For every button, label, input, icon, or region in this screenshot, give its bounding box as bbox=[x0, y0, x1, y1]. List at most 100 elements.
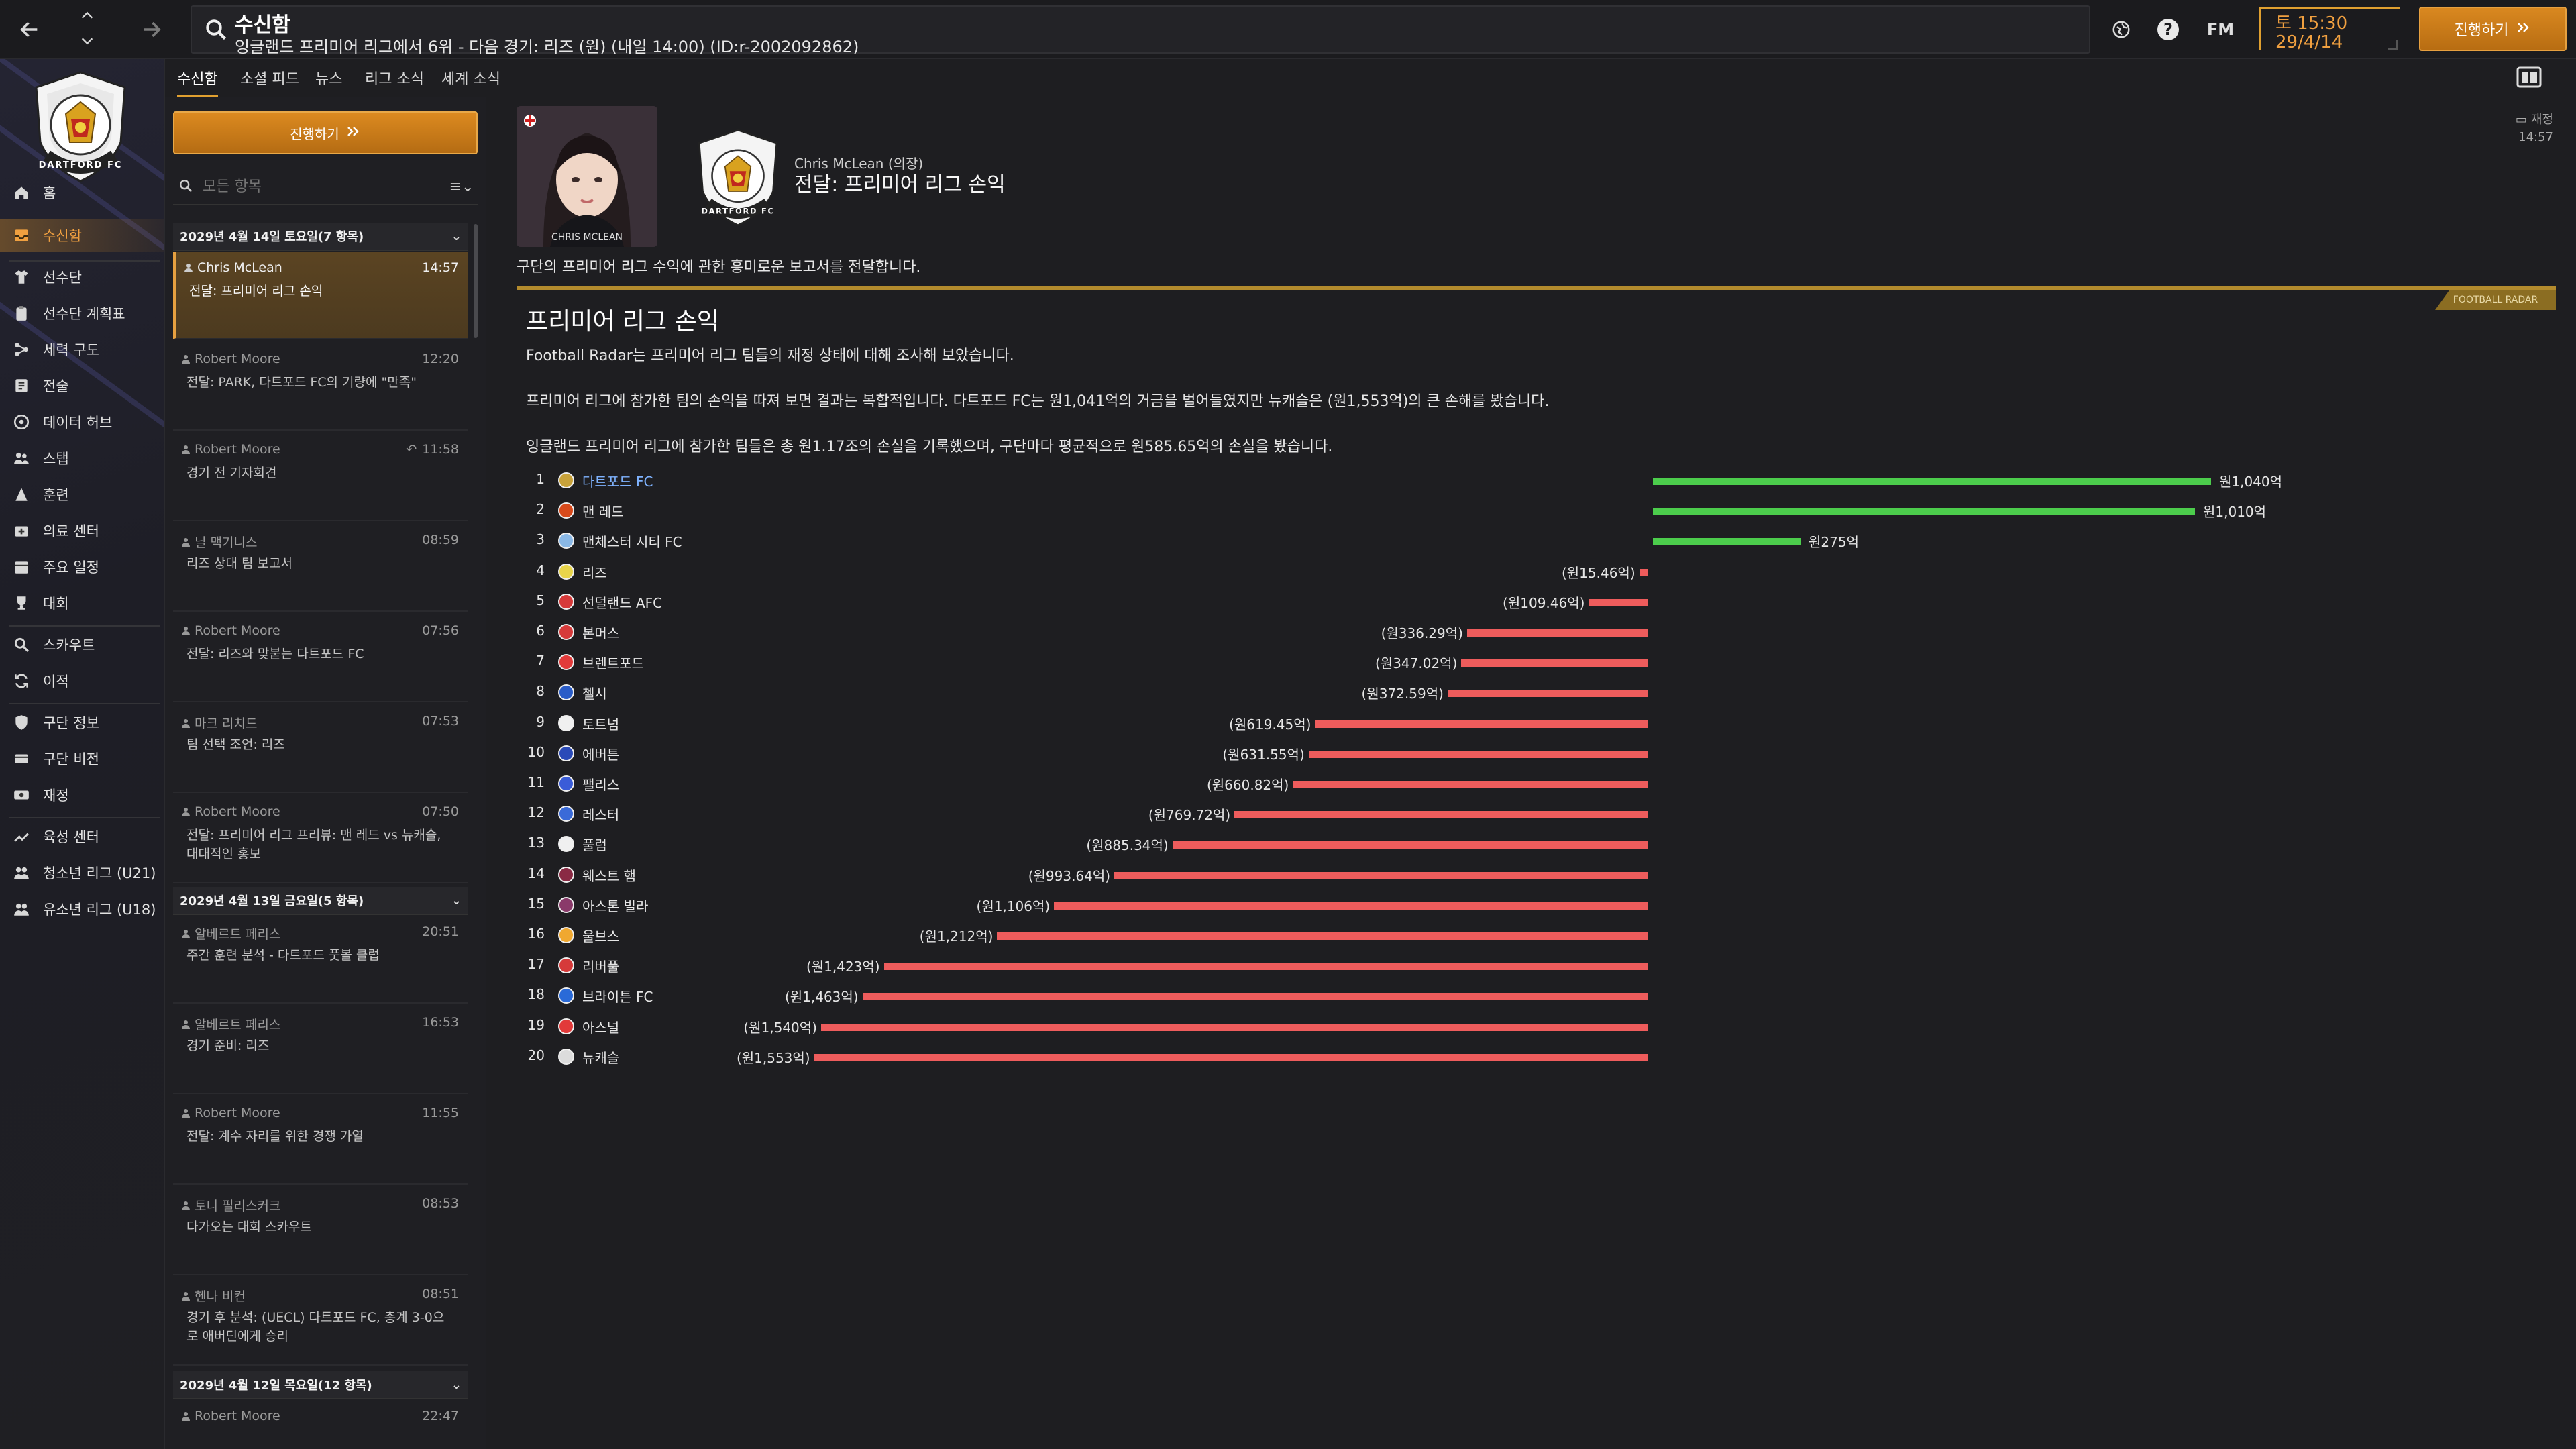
message-sender-role[interactable]: Chris McLean (의장) bbox=[794, 156, 924, 172]
chevron-up-icon[interactable] bbox=[67, 5, 107, 25]
team-name[interactable]: 팰리스 bbox=[582, 777, 620, 793]
chevron-down-icon[interactable] bbox=[67, 31, 107, 51]
club-crest-logo[interactable]: DARTFORD FC bbox=[27, 67, 134, 185]
team-name[interactable]: 맨체스터 시티 FC bbox=[582, 534, 682, 551]
search-bar[interactable]: 수신함 잉글랜드 프리미어 리그에서 6위 - 다음 경기: 리즈 (원) (내… bbox=[191, 5, 2090, 56]
back-arrow-icon[interactable] bbox=[9, 11, 50, 48]
inbox-message[interactable]: 마크 리치드 07:53 팀 선택 조언: 리즈 bbox=[173, 706, 468, 793]
sidebar-item-squad-planner[interactable]: 선수단 계획표 bbox=[0, 297, 164, 330]
date-group-header[interactable]: 2029년 4월 12일 목요일(12 항목) ⌄ bbox=[173, 1371, 468, 1399]
fm-menu-button[interactable]: FM bbox=[2206, 20, 2235, 39]
tab-world-news[interactable]: 세계 소식 bbox=[441, 71, 500, 88]
layout-toggle-icon[interactable] bbox=[2516, 66, 2542, 91]
tab-social-feed[interactable]: 소셜 피드 bbox=[240, 71, 299, 88]
inbox-message[interactable]: 헨나 비컨 08:51 경기 후 분석: (UECL) 다트포드 FC, 총계 … bbox=[173, 1279, 468, 1366]
inbox-message[interactable]: Robert Moore ↶ 11:58 경기 전 기자회견 bbox=[173, 434, 468, 521]
chart-row[interactable]: 18 브라이튼 FC (원1,463억) bbox=[526, 979, 2538, 1010]
sidebar-item-club-vision[interactable]: 구단 비전 bbox=[0, 742, 164, 775]
help-icon[interactable]: ? bbox=[2157, 19, 2179, 40]
sidebar-item-home[interactable]: 홈 bbox=[0, 176, 164, 209]
inbox-message[interactable]: Robert Moore 12:20 전달: PARK, 다트포드 FC의 기량… bbox=[173, 343, 468, 431]
team-name[interactable]: 풀럼 bbox=[582, 837, 607, 854]
sidebar-item-scouting[interactable]: 스카우트 bbox=[0, 628, 164, 661]
sidebar-item-club-info[interactable]: 구단 정보 bbox=[0, 706, 164, 739]
inbox-message[interactable]: Robert Moore 22:47 bbox=[173, 1401, 468, 1449]
sidebar-item-tactics[interactable]: 전술 bbox=[0, 369, 164, 402]
inbox-message[interactable]: 닐 맥기니스 08:59 리즈 상대 팀 보고서 bbox=[173, 525, 468, 612]
team-name[interactable]: 토트넘 bbox=[582, 716, 620, 733]
game-date[interactable]: 29/4/14 bbox=[2275, 32, 2343, 52]
team-name[interactable]: 리버풀 bbox=[582, 959, 620, 975]
tab-inbox[interactable]: 수신함 bbox=[177, 67, 218, 97]
team-name[interactable]: 첼시 bbox=[582, 686, 607, 702]
continue-button[interactable]: 진행하기 bbox=[2419, 7, 2567, 51]
team-name[interactable]: 아스톤 빌라 bbox=[582, 898, 649, 914]
sidebar-item-u18[interactable]: 유소년 리그 (U18) bbox=[0, 892, 164, 926]
sender-portrait[interactable]: CHRIS MCLEAN bbox=[517, 106, 657, 247]
team-name[interactable]: 선덜랜드 AFC bbox=[582, 594, 663, 611]
sidebar-item-competitions[interactable]: 대회 bbox=[0, 586, 164, 620]
team-name[interactable]: 아스널 bbox=[582, 1019, 620, 1036]
sidebar-item-dynamics[interactable]: 세력 구도 bbox=[0, 333, 164, 366]
filter-menu-icon[interactable]: ≡⌄ bbox=[449, 178, 474, 195]
chart-row[interactable]: 5 선덜랜드 AFC (원109.46억) bbox=[526, 586, 2538, 616]
chart-row[interactable]: 15 아스톤 빌라 (원1,106억) bbox=[526, 889, 2538, 919]
chart-row[interactable]: 10 에버튼 (원631.55억) bbox=[526, 737, 2538, 767]
scrollbar[interactable] bbox=[474, 224, 478, 338]
chart-row[interactable]: 8 첼시 (원372.59억) bbox=[526, 676, 2538, 706]
continue-button-secondary[interactable]: 진행하기 bbox=[173, 111, 478, 154]
chart-row[interactable]: 19 아스널 (원1,540억) bbox=[526, 1010, 2538, 1040]
inbox-message[interactable]: 토니 필리스커크 08:53 다가오는 대회 스카우트 bbox=[173, 1188, 468, 1275]
chart-row[interactable]: 6 본머스 (원336.29억) bbox=[526, 616, 2538, 646]
chart-row[interactable]: 14 웨스트 햄 (원993.64억) bbox=[526, 859, 2538, 889]
chart-row[interactable]: 11 팰리스 (원660.82억) bbox=[526, 767, 2538, 798]
team-name[interactable]: 본머스 bbox=[582, 625, 620, 641]
team-name[interactable]: 다트포드 FC bbox=[582, 474, 653, 490]
sidebar-item-squad[interactable]: 선수단 bbox=[0, 260, 164, 294]
inbox-message[interactable]: Robert Moore 11:55 전달: 계수 자리를 위한 경쟁 가열 bbox=[173, 1097, 468, 1185]
tab-league-news[interactable]: 리그 소식 bbox=[365, 71, 424, 88]
game-time[interactable]: 토 15:30 bbox=[2275, 13, 2348, 34]
team-name[interactable]: 울브스 bbox=[582, 928, 620, 945]
sidebar-item-u21[interactable]: 청소년 리그 (U21) bbox=[0, 856, 164, 890]
sidebar-item-staff[interactable]: 스탭 bbox=[0, 441, 164, 475]
chart-row[interactable]: 9 토트넘 (원619.45억) bbox=[526, 707, 2538, 737]
sidebar-item-schedule[interactable]: 주요 일정 bbox=[0, 550, 164, 584]
chart-row[interactable]: 3 맨체스터 시티 FC 원275억 bbox=[526, 525, 2538, 555]
sidebar-item-training[interactable]: 훈련 bbox=[0, 478, 164, 511]
date-group-header[interactable]: 2029년 4월 14일 토요일(7 항목) ⌄ bbox=[173, 223, 468, 251]
forward-arrow-icon[interactable] bbox=[131, 11, 172, 48]
chart-row[interactable]: 17 리버풀 (원1,423억) bbox=[526, 949, 2538, 979]
sidebar-item-development-centre[interactable]: 육성 센터 bbox=[0, 820, 164, 853]
chart-row[interactable]: 16 울브스 (원1,212억) bbox=[526, 919, 2538, 949]
chart-row[interactable]: 12 레스터 (원769.72억) bbox=[526, 798, 2538, 828]
inbox-message[interactable]: Chris McLean 14:57 전달: 프리미어 리그 손익 bbox=[173, 252, 468, 339]
tab-news[interactable]: 뉴스 bbox=[315, 71, 343, 88]
team-name[interactable]: 웨스트 햄 bbox=[582, 867, 636, 884]
team-name[interactable]: 브렌트포드 bbox=[582, 655, 644, 672]
team-name[interactable]: 레스터 bbox=[582, 807, 620, 824]
chart-row[interactable]: 20 뉴캐슬 (원1,553억) bbox=[526, 1040, 2538, 1071]
inbox-message[interactable]: Robert Moore 07:50 전달: 프리미어 리그 프리뷰: 맨 레드… bbox=[173, 796, 468, 883]
chart-row[interactable]: 2 맨 레드 원1,010억 bbox=[526, 494, 2538, 525]
inbox-message[interactable]: 알베르트 페리스 20:51 주간 훈련 분석 - 다트포드 풋볼 클럽 bbox=[173, 916, 468, 1004]
sidebar-item-finances[interactable]: 재정 bbox=[0, 778, 164, 812]
chart-row[interactable]: 7 브렌트포드 (원347.02억) bbox=[526, 646, 2538, 676]
team-name[interactable]: 맨 레드 bbox=[582, 504, 624, 521]
team-name[interactable]: 브라이튼 FC bbox=[582, 989, 653, 1006]
sidebar-item-inbox[interactable]: 수신함 bbox=[0, 219, 164, 252]
sidebar-item-transfers[interactable]: 이적 bbox=[0, 664, 164, 698]
team-name[interactable]: 리즈 bbox=[582, 564, 607, 581]
chart-row[interactable]: 13 풀럼 (원885.34억) bbox=[526, 828, 2538, 858]
team-name[interactable]: 에버튼 bbox=[582, 746, 620, 763]
chart-row[interactable]: 1 다트포드 FC 원1,040억 bbox=[526, 464, 2538, 494]
sidebar-item-data-hub[interactable]: 데이터 허브 bbox=[0, 405, 164, 439]
sidebar-item-medical[interactable]: 의료 센터 bbox=[0, 514, 164, 547]
inbox-message[interactable]: 알베르트 페리스 16:53 경기 준비: 리즈 bbox=[173, 1007, 468, 1094]
inbox-message[interactable]: Robert Moore 07:56 전달: 리즈와 맞붙는 다트포드 FC bbox=[173, 615, 468, 702]
globe-icon[interactable] bbox=[2108, 16, 2135, 43]
team-name[interactable]: 뉴캐슬 bbox=[582, 1049, 620, 1066]
date-group-header[interactable]: 2029년 4월 13일 금요일(5 항목) ⌄ bbox=[173, 887, 468, 915]
inbox-filter-input[interactable] bbox=[173, 169, 441, 204]
chart-row[interactable]: 4 리즈 (원15.46억) bbox=[526, 555, 2538, 586]
